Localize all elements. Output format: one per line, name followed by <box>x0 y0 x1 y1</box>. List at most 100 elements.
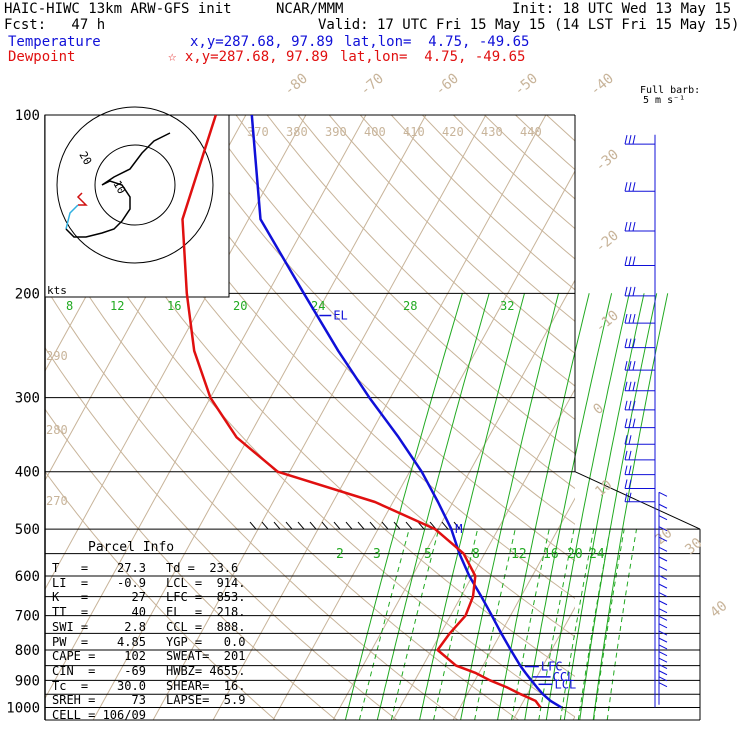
pressure-tick-label: 200 <box>15 286 40 302</box>
dry-adiabat-line <box>45 285 459 720</box>
wind-barb <box>624 435 655 445</box>
dry-adiabats <box>45 115 575 720</box>
wind-barb-feather <box>658 608 668 614</box>
mixing-ratio-lines <box>344 293 669 720</box>
isobar-tick <box>357 521 365 530</box>
wind-barb-feather <box>624 450 628 460</box>
profiles <box>181 115 563 709</box>
wind-barb-feather <box>624 381 628 391</box>
wind-barb-feather <box>624 418 628 428</box>
isotherm-line <box>152 115 487 720</box>
parcel-value-left: LI = -0.9 <box>52 575 146 590</box>
wind-barb-feather <box>624 313 628 324</box>
wind-barb <box>624 256 655 267</box>
wind-barb-feather <box>628 313 632 324</box>
isobar-tick <box>333 521 341 530</box>
moist-adiabat-line <box>606 529 637 720</box>
wind-barb-feather <box>628 135 632 145</box>
wind-barb-feather <box>624 338 628 348</box>
wind-barb <box>624 221 655 232</box>
wind-barb-feather <box>658 676 668 682</box>
pressure-tick-label: 700 <box>15 609 40 625</box>
theta-e-label: 440 <box>520 125 542 139</box>
wind-barb-feather <box>628 221 632 232</box>
dry-adiabat-line <box>484 115 575 200</box>
dry-adiabat-line <box>111 115 575 599</box>
wind-barb-feather <box>658 491 668 497</box>
dry-adiabat-line <box>49 115 575 678</box>
hodograph-trace <box>76 192 88 206</box>
wind-barb-feather <box>658 515 668 521</box>
theta-e-label: 400 <box>364 125 386 139</box>
mixing-ratio-label: 12 <box>110 299 124 313</box>
forecast-hour: Fcst: 47 h <box>4 17 106 33</box>
mixing-ratio-label: 20 <box>567 547 583 562</box>
isobar-tick <box>285 521 293 530</box>
wind-barb-feather <box>632 400 636 410</box>
hodograph-box <box>44 114 230 298</box>
skew-temp-label: -80 <box>281 71 311 100</box>
dry-adiabat-line <box>422 115 575 260</box>
ccl-level-label: CCL <box>553 670 575 684</box>
isobar-tick <box>405 521 413 530</box>
wind-barb-feather <box>624 465 628 475</box>
temperature-legend: Temperature <box>8 34 101 50</box>
barb-unit: 5 m s⁻¹ <box>643 95 686 106</box>
wind-barb-feather <box>658 630 668 636</box>
mixing-ratio-label: 16 <box>543 547 559 562</box>
parcel-value-right: CCL = 888. <box>166 619 246 634</box>
theta-label: 270 <box>46 494 68 508</box>
isotherm-line <box>0 115 6 720</box>
wind-barb-feather <box>628 182 632 192</box>
skew-temp-label: -70 <box>357 71 387 100</box>
wind-barb-feather <box>658 644 668 650</box>
wind-barb-feather <box>632 313 636 324</box>
wind-barb-feather <box>628 381 632 391</box>
wind-barb-feather <box>628 360 632 371</box>
wind-barb-feather <box>658 546 668 552</box>
isobar-tick <box>321 521 329 530</box>
hodograph-trace <box>65 132 171 238</box>
wind-barb <box>624 286 655 297</box>
parcel-value-right: LFC = 853. <box>166 590 246 605</box>
wind-barb <box>624 360 655 371</box>
wind-barb-feather <box>628 286 632 297</box>
skew-temp-label: 30 <box>682 535 705 558</box>
mixing-ratio-label: 8 <box>66 299 73 313</box>
wind-barb-feather <box>628 435 632 445</box>
wind-barb-feather <box>658 536 668 542</box>
dry-adiabat-line <box>328 115 575 355</box>
model-title: HAIC-HIWC 13km ARW-GFS init <box>4 1 232 17</box>
isotherm-line <box>452 497 575 720</box>
dry-adiabat-line <box>297 115 575 387</box>
mixing-ratio-line <box>460 293 560 720</box>
wind-barb-feather <box>624 286 628 297</box>
skew-temp-label: 40 <box>707 598 730 621</box>
isotherm-line <box>212 115 547 720</box>
dry-adiabat-line <box>173 115 575 525</box>
parcel-value-right: SHEAR= 16. <box>166 678 246 693</box>
wind-barb-feather <box>658 623 668 629</box>
parcel-value-right: SWEAT= 201 <box>166 649 246 664</box>
el-level-label: EL <box>333 309 347 323</box>
mixing-ratio-line <box>524 293 613 720</box>
mixing-ratio-label: 32 <box>500 299 514 313</box>
parcel-value-left: TT = 40 <box>52 605 146 620</box>
wind-barb-feather <box>624 400 628 410</box>
dewpoint-profile <box>181 115 542 709</box>
dry-adiabat-line <box>45 408 337 720</box>
parcel-value-left: CAPE = 102 <box>52 649 146 664</box>
theta-label: 290 <box>46 349 68 363</box>
theta-e-label: 410 <box>403 125 425 139</box>
parcel-value-right: LCL = 914. <box>166 575 246 590</box>
wind-barb-feather <box>628 418 632 428</box>
wind-barb <box>658 670 668 693</box>
wind-barb-feather <box>632 418 636 428</box>
isotherm-line <box>272 170 575 720</box>
wind-barb-feather <box>658 637 668 643</box>
wind-barb <box>624 450 655 461</box>
wind-barb-feather <box>658 664 668 669</box>
mixing-ratio-line <box>592 293 669 720</box>
dry-adiabat-line <box>80 115 575 638</box>
